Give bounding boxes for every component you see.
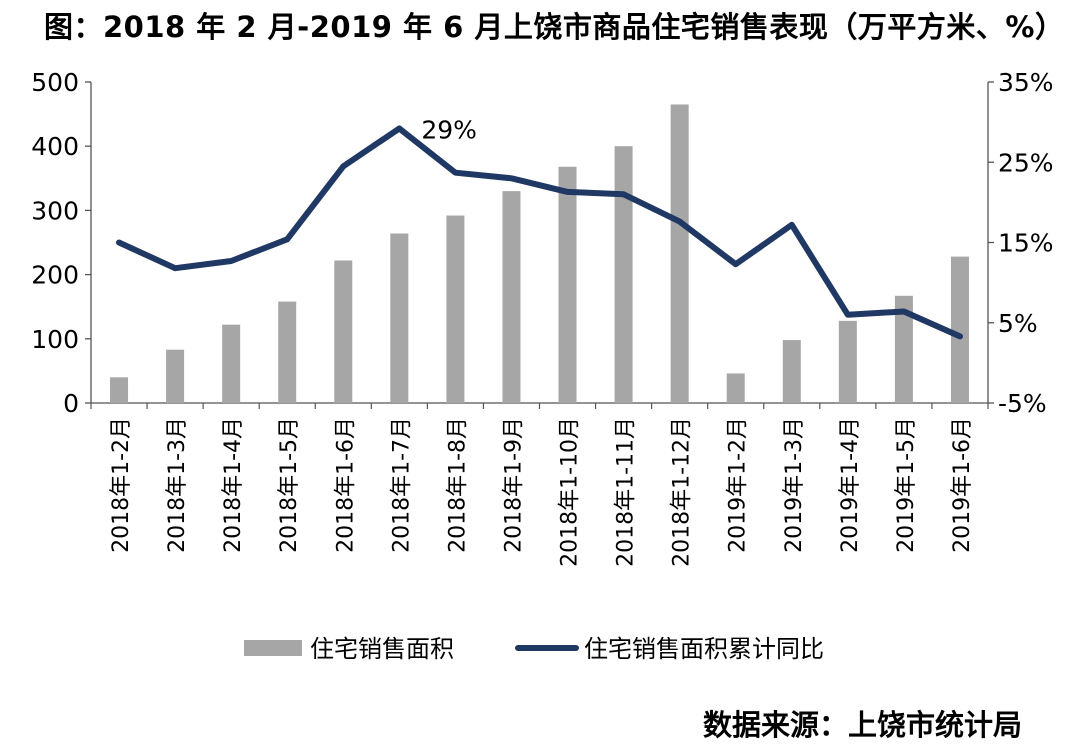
right-tick-label: 25% [998,148,1054,177]
line-point [229,258,234,263]
x-tick-label: 2018年1-3月 [165,417,190,553]
right-tick-label: -5% [998,389,1047,418]
line-point [733,262,738,267]
legend-bar-label: 住宅销售面积 [310,635,454,663]
x-tick-label: 2019年1-6月 [950,417,975,553]
x-tick-label: 2018年1-7月 [389,417,414,553]
bar [614,146,633,403]
line-point [509,176,514,181]
bar [670,104,689,403]
bar [558,166,577,403]
right-tick-label: 5% [998,309,1038,338]
bar [726,373,745,403]
left-tick-label: 500 [31,68,79,97]
x-tick-label: 2018年1-12月 [670,417,695,567]
legend-line-label: 住宅销售面积累计同比 [584,635,824,663]
bar [838,320,857,403]
x-tick-label: 2018年1-9月 [501,417,526,553]
x-tick-label: 2018年1-10月 [558,417,583,567]
left-tick-label: 300 [31,196,79,225]
bar [278,301,297,403]
line-point [341,164,346,169]
line-point [789,222,794,227]
line-point [285,237,290,242]
legend-bar-swatch [244,640,302,656]
x-tick-label: 2019年1-4月 [838,417,863,553]
line-point [117,240,122,245]
left-tick-label: 400 [31,132,79,161]
x-tick-label: 2018年1-2月 [109,417,134,553]
bar [390,233,409,403]
bar [782,340,801,403]
x-tick-label: 2018年1-11月 [614,417,639,567]
bar [166,349,185,403]
chart-title: 图：2018 年 2 月-2019 年 6 月上饶市商品住宅销售表现（万平方米、… [44,10,1065,44]
line-point [397,126,402,131]
bar [502,191,521,403]
line-point [677,219,682,224]
x-tick-label: 2019年1-3月 [782,417,807,553]
bar [110,377,129,403]
x-tick-label: 2019年1-5月 [894,417,919,553]
x-tick-label: 2018年1-6月 [333,417,358,553]
bar [950,256,969,403]
left-tick-label: 100 [31,325,79,354]
right-tick-label: 15% [998,229,1054,258]
x-tick-label: 2019年1-2月 [726,417,751,553]
right-tick-label: 35% [998,68,1054,97]
x-tick-label: 2018年1-8月 [445,417,470,553]
left-tick-label: 0 [63,389,79,418]
bar [894,295,913,403]
line-point [901,309,906,314]
left-tick-label: 200 [31,261,79,290]
line-point [845,312,850,317]
x-tick-label: 2018年1-4月 [221,417,246,553]
bar [334,260,353,403]
line-point [957,334,962,339]
line-point [173,266,178,271]
line-series [116,125,963,340]
line-point [453,170,458,175]
x-tick-label: 2018年1-5月 [277,417,302,553]
bar [446,215,465,403]
line-point [621,192,626,197]
bar [222,324,241,403]
line-point [565,189,570,194]
data-label: 29% [421,116,477,145]
source-note: 数据来源：上饶市统计局 [702,708,1022,742]
